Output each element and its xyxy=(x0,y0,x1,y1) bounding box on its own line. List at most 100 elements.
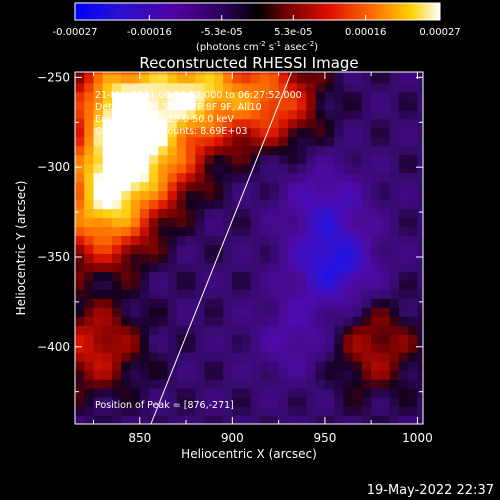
heatmap-cell xyxy=(334,163,345,174)
heatmap-cell xyxy=(408,217,419,228)
heatmap-cell xyxy=(223,172,233,183)
heatmap-cell xyxy=(223,127,233,138)
heatmap-cell xyxy=(204,226,215,237)
heatmap-cell xyxy=(361,379,372,389)
heatmap-cell xyxy=(306,379,317,389)
heatmap-cell xyxy=(139,226,150,237)
heatmap-cell xyxy=(324,235,335,246)
heatmap-cell xyxy=(343,307,354,317)
heatmap-cell xyxy=(75,145,85,156)
heatmap-cell xyxy=(343,316,354,326)
heatmap-cell xyxy=(417,388,423,398)
solar-limb-line xyxy=(150,72,293,424)
heatmap-cell xyxy=(139,352,150,362)
heatmap-cell xyxy=(324,262,335,272)
heatmap-cell xyxy=(195,235,206,246)
heatmap-cell xyxy=(269,208,280,219)
heatmap-cell xyxy=(195,136,206,147)
heatmap-cell xyxy=(269,298,280,308)
heatmap-cell xyxy=(130,262,141,272)
heatmap-cell xyxy=(232,163,243,174)
heatmap-cell xyxy=(186,73,196,84)
heatmap-cell xyxy=(167,289,178,299)
heatmap-cell xyxy=(389,352,400,362)
heatmap-cell xyxy=(241,262,252,272)
heatmap-cell xyxy=(121,325,132,335)
heatmap-cell xyxy=(149,172,159,183)
heatmap-cell xyxy=(176,226,187,237)
heatmap-cell xyxy=(93,199,104,210)
heatmap-cell xyxy=(287,72,298,75)
heatmap-cell xyxy=(306,91,317,102)
heatmap-cell xyxy=(112,73,122,84)
heatmap-cell xyxy=(223,136,233,147)
heatmap-cell xyxy=(389,190,400,201)
heatmap-cell xyxy=(213,325,224,335)
heatmap-cell xyxy=(278,370,289,380)
heatmap-cell xyxy=(223,262,233,272)
heatmap-cell xyxy=(315,316,326,326)
heatmap-cell xyxy=(398,397,409,407)
heatmap-cell xyxy=(139,361,150,371)
heatmap-cell xyxy=(84,316,95,326)
heatmap-cell xyxy=(75,73,85,84)
heatmap-cell xyxy=(241,109,252,120)
heatmap-cell xyxy=(213,73,224,84)
heatmap-cell xyxy=(389,397,400,407)
heatmap-cell xyxy=(149,181,159,192)
heatmap-cell xyxy=(195,163,206,174)
heatmap-cell xyxy=(260,199,270,210)
heatmap-cell xyxy=(361,136,372,147)
heatmap-cell xyxy=(176,352,187,362)
heatmap-cell xyxy=(186,415,196,424)
heatmap-cell xyxy=(334,406,345,416)
heatmap-cell xyxy=(149,325,159,335)
heatmap-cell xyxy=(232,72,243,75)
heatmap-cell xyxy=(241,280,252,290)
x-axis-label: Heliocentric X (arcsec) xyxy=(181,447,317,461)
heatmap-cell xyxy=(324,127,335,138)
heatmap-cell xyxy=(158,406,169,416)
annotation-detectors: Detectors: 3F 5F 6F 7F 8F 9F, All10 xyxy=(95,102,262,113)
heatmap-cell xyxy=(139,91,150,102)
heatmap-cell xyxy=(223,379,233,389)
heatmap-cell xyxy=(380,271,391,281)
heatmap-cell xyxy=(361,289,372,299)
heatmap-cell xyxy=(334,72,345,75)
heatmap-cell xyxy=(204,91,215,102)
heatmap-cell xyxy=(324,136,335,147)
heatmap-cell xyxy=(306,100,317,111)
heatmap-cell xyxy=(241,406,252,416)
heatmap-cell xyxy=(278,235,289,246)
heatmap-cell xyxy=(250,334,261,344)
heatmap-cell xyxy=(380,244,391,254)
heatmap-cell xyxy=(195,208,206,219)
heatmap-cell xyxy=(408,91,419,102)
heatmap-cell xyxy=(93,181,104,192)
heatmap-cell xyxy=(112,325,122,335)
heatmap-cell xyxy=(149,271,159,281)
heatmap-cell xyxy=(408,298,419,308)
heatmap-cell xyxy=(176,379,187,389)
heatmap-cell xyxy=(102,109,113,120)
heatmap-cell xyxy=(232,415,243,424)
heatmap-cell xyxy=(297,72,307,75)
heatmap-cell xyxy=(287,334,298,344)
heatmap-cell xyxy=(398,145,409,156)
heatmap-cell xyxy=(167,154,178,165)
heatmap-cell xyxy=(75,370,85,380)
heatmap-cell xyxy=(417,352,423,362)
heatmap-cell xyxy=(352,352,363,362)
heatmap-cell xyxy=(278,397,289,407)
heatmap-cell xyxy=(102,190,113,201)
heatmap-cell xyxy=(223,181,233,192)
heatmap-cell xyxy=(380,253,391,263)
heatmap-cell xyxy=(75,118,85,129)
heatmap-cell xyxy=(334,235,345,246)
heatmap-cell xyxy=(158,127,169,138)
heatmap-cell xyxy=(223,145,233,156)
heatmap-cell xyxy=(158,334,169,344)
heatmap-cell xyxy=(269,217,280,228)
heatmap-cell xyxy=(250,415,261,424)
heatmap-cell xyxy=(371,73,382,84)
